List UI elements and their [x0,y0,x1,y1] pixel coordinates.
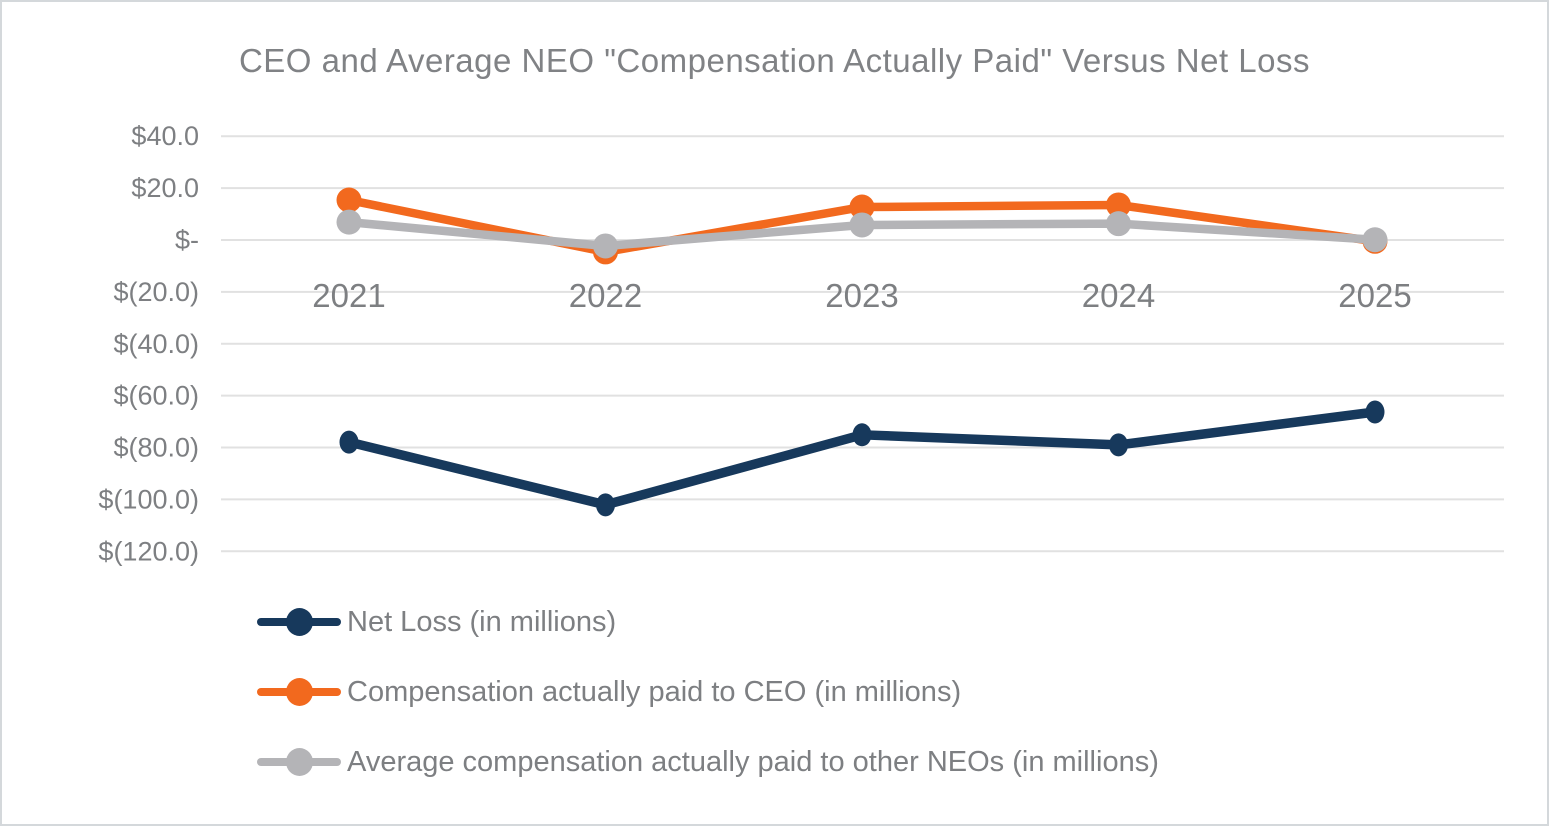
legend-label-ceo-compensation: Compensation actually paid to CEO (in mi… [347,675,962,708]
net-loss-line-marker-icon [257,607,341,637]
y-axis-tick-label: $(40.0) [113,329,199,359]
y-axis-tick-label: $(80.0) [113,433,199,463]
y-axis-tick-label: $40.0 [131,121,199,151]
data-point-marker [593,233,618,259]
legend-label-net-loss: Net Loss (in millions) [347,605,617,638]
y-axis-tick-label: $(100.0) [98,484,199,514]
chart-legend: Net Loss (in millions) Compensation actu… [257,602,1159,812]
x-axis-tick-label: 2021 [312,277,385,314]
legend-item-net-loss: Net Loss (in millions) [257,602,1159,642]
y-axis-tick-label: $(20.0) [113,277,199,307]
data-point-marker [849,212,875,238]
data-point-marker [849,194,875,220]
y-axis-tick-label: $(60.0) [113,381,199,411]
legend-item-neo-compensation: Average compensation actually paid to ot… [257,742,1159,782]
y-axis-tick-label: $- [175,225,199,255]
data-point-marker [1365,400,1385,424]
data-point-marker [852,423,872,447]
data-point-marker [339,430,359,454]
x-axis-tick-label: 2023 [825,277,898,314]
data-point-marker [336,209,362,235]
data-point-marker [1362,227,1388,253]
x-axis-tick-label: 2025 [1338,277,1411,314]
data-point-marker [1106,211,1131,237]
y-axis-tick-label: $20.0 [131,173,199,203]
x-axis-tick-label: 2024 [1082,277,1155,314]
data-point-marker [596,493,615,517]
chart-title: CEO and Average NEO "Compensation Actual… [238,42,1311,79]
neo-compensation-line-marker-icon [257,747,341,777]
x-axis-tick-label: 2022 [569,277,642,314]
data-point-marker [336,187,362,213]
legend-item-ceo-compensation: Compensation actually paid to CEO (in mi… [257,672,1159,712]
legend-label-neo-compensation: Average compensation actually paid to ot… [347,745,1159,778]
data-point-marker [1106,192,1131,218]
ceo-compensation-line-marker-icon [257,677,341,707]
y-axis-tick-label: $(120.0) [98,536,199,566]
data-point-marker [1109,433,1128,457]
